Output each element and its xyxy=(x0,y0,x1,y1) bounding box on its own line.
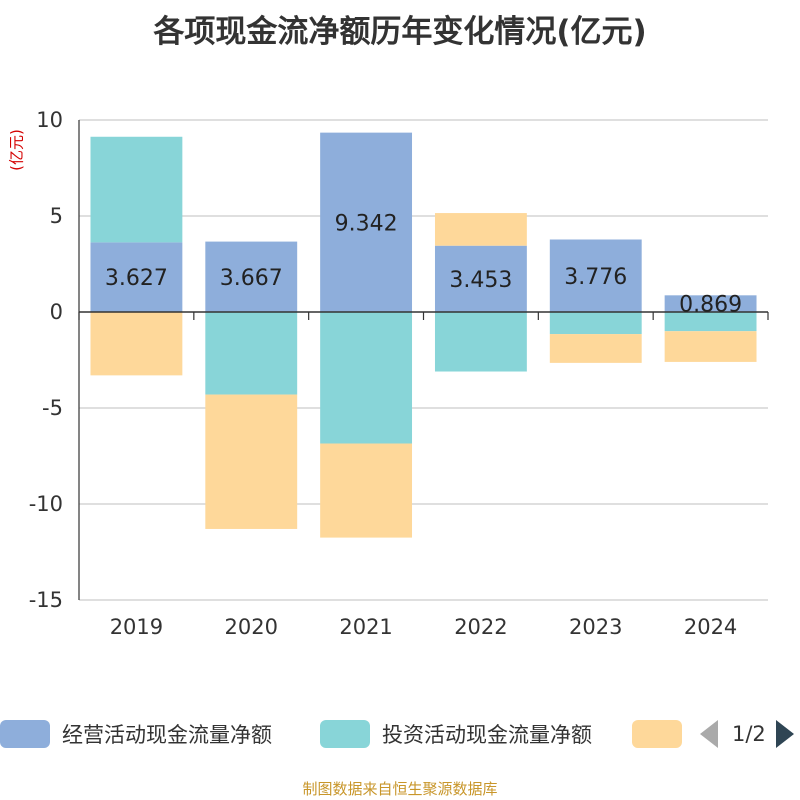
y-tick-label: -5 xyxy=(42,396,63,420)
legend-pager: 1/2 xyxy=(700,720,794,748)
x-tick-label: 2022 xyxy=(454,615,507,639)
bar-series-0-2023 xyxy=(549,239,642,312)
y-tick-label: 10 xyxy=(36,108,63,132)
stacked-bar-chart: 10 5 0 -5 -10 -15 2019 2020 2021 2022 2023 2024 3.62… xyxy=(29,108,769,639)
legend: 经营活动现金流量净额 投资活动现金流量净额 1/2 xyxy=(0,712,800,756)
legend-page-number: 1/2 xyxy=(732,722,766,746)
bar-series-1-2020 xyxy=(205,312,298,395)
data-label: 3.667 xyxy=(220,266,283,291)
data-label: 3.453 xyxy=(449,268,512,293)
legend-swatch-third xyxy=(632,720,682,748)
bar-series-2-2023 xyxy=(549,334,642,363)
bar-series-0-2024 xyxy=(664,295,757,312)
bar-series-1-2023 xyxy=(549,312,642,335)
x-tick-label: 2024 xyxy=(684,615,737,639)
bar-series-2-2020 xyxy=(205,394,298,529)
bar-series-0-2020 xyxy=(205,241,298,312)
y-tick-label: -15 xyxy=(29,588,63,612)
bar-series-2-2024 xyxy=(664,331,757,362)
bar-series-2-2019 xyxy=(90,312,183,376)
bar-series-0-2021 xyxy=(320,132,413,312)
data-label: 0.869 xyxy=(679,293,742,318)
data-label: 3.776 xyxy=(564,265,627,290)
bar-series-1-2024 xyxy=(664,312,757,332)
legend-swatch-operating xyxy=(0,720,50,748)
x-tick-label: 2020 xyxy=(225,615,278,639)
bar-series-1-2021 xyxy=(320,312,413,444)
next-page-icon[interactable] xyxy=(775,720,794,748)
prev-page-icon[interactable] xyxy=(700,720,718,748)
legend-swatch-investing xyxy=(320,720,370,748)
y-tick-label: -10 xyxy=(29,492,63,516)
bar-series-2-2021 xyxy=(320,443,413,538)
legend-item-investing[interactable]: 投资活动现金流量净额 xyxy=(320,720,592,748)
legend-item-third[interactable] xyxy=(632,720,694,748)
x-tick-label: 2019 xyxy=(110,615,163,639)
data-source-footer: 制图数据来自恒生聚源数据库 xyxy=(302,780,498,798)
bar-series-0-2019 xyxy=(90,242,183,312)
bar-series-0-2022 xyxy=(434,245,527,312)
bar-series-1-2019 xyxy=(90,136,183,243)
legend-label-operating: 经营活动现金流量净额 xyxy=(62,723,272,747)
x-tick-label: 2023 xyxy=(569,615,622,639)
legend-label-investing: 投资活动现金流量净额 xyxy=(382,723,592,747)
data-label: 9.342 xyxy=(335,211,398,236)
y-tick-label: 0 xyxy=(50,300,63,324)
y-tick-label: 5 xyxy=(50,204,63,228)
chart-title: 各项现金流净额历年变化情况(亿元) xyxy=(153,14,647,50)
bar-series-2-2022 xyxy=(434,213,527,246)
data-label: 3.627 xyxy=(105,266,168,291)
legend-item-operating[interactable]: 经营活动现金流量净额 xyxy=(0,720,272,748)
x-tick-label: 2021 xyxy=(339,615,392,639)
bar-series-1-2022 xyxy=(434,312,527,372)
